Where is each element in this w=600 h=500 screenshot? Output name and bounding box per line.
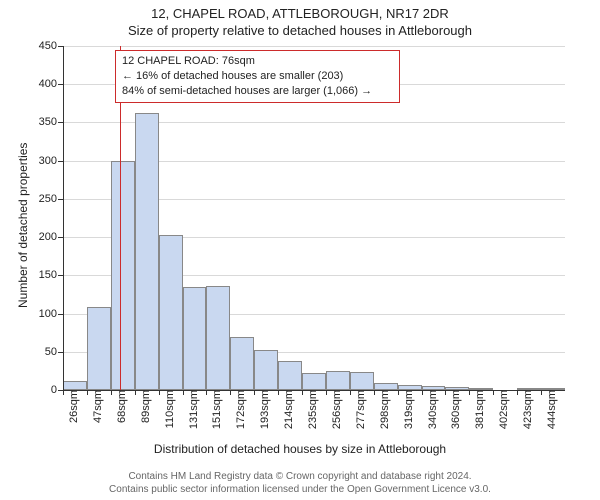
histogram-bar xyxy=(374,383,398,390)
chart-title: 12, CHAPEL ROAD, ATTLEBOROUGH, NR17 2DR … xyxy=(0,0,600,40)
xtick-label: 235sqm xyxy=(305,390,319,429)
xtick-label: 131sqm xyxy=(186,390,200,429)
title-line-2: Size of property relative to detached ho… xyxy=(0,23,600,40)
histogram-bar xyxy=(254,350,278,390)
ytick-label: 350 xyxy=(39,116,63,128)
histogram-bar xyxy=(183,287,207,390)
xtick-label: 381sqm xyxy=(472,390,486,429)
x-axis-line xyxy=(63,390,565,391)
xtick-label: 277sqm xyxy=(353,390,367,429)
histogram-bar xyxy=(230,337,254,391)
ytick-label: 50 xyxy=(45,346,63,358)
xtick-label: 110sqm xyxy=(162,390,176,428)
xtick-label: 193sqm xyxy=(257,390,271,429)
footer-line-2: Contains public sector information licen… xyxy=(0,483,600,496)
xtick-label: 26sqm xyxy=(66,390,80,423)
ytick-label: 450 xyxy=(39,40,63,52)
ytick-label: 0 xyxy=(51,384,63,396)
ytick-label: 150 xyxy=(39,269,63,281)
histogram-bar xyxy=(302,373,326,390)
xtick-label: 151sqm xyxy=(209,390,223,429)
ytick-label: 200 xyxy=(39,231,63,243)
y-axis-line xyxy=(63,46,64,390)
callout-line-2: ← 16% of detached houses are smaller (20… xyxy=(122,69,393,84)
histogram-bar xyxy=(63,381,87,390)
histogram-bar xyxy=(350,372,374,390)
x-axis-label: Distribution of detached houses by size … xyxy=(0,442,600,456)
footer: Contains HM Land Registry data © Crown c… xyxy=(0,470,600,496)
callout-line-1: 12 CHAPEL ROAD: 76sqm xyxy=(122,54,393,69)
xtick-label: 47sqm xyxy=(90,390,104,423)
callout-line-3: 84% of semi-detached houses are larger (… xyxy=(122,84,393,99)
xtick-label: 214sqm xyxy=(281,390,295,429)
ytick-label: 300 xyxy=(39,155,63,167)
xtick-label: 89sqm xyxy=(138,390,152,423)
histogram-bar xyxy=(87,307,111,390)
xtick-label: 298sqm xyxy=(377,390,391,429)
histogram-bar xyxy=(159,235,183,390)
xtick-label: 68sqm xyxy=(114,390,128,423)
ytick-label: 100 xyxy=(39,308,63,320)
title-line-1: 12, CHAPEL ROAD, ATTLEBOROUGH, NR17 2DR xyxy=(0,6,600,23)
xtick-label: 444sqm xyxy=(544,390,558,429)
xtick-label: 340sqm xyxy=(425,390,439,429)
xtick-label: 172sqm xyxy=(233,390,247,429)
histogram-bar xyxy=(206,286,230,390)
xtick-label: 360sqm xyxy=(448,390,462,429)
ytick-label: 250 xyxy=(39,193,63,205)
xtick-label: 319sqm xyxy=(401,390,415,429)
histogram-bar xyxy=(135,113,159,390)
grid-line xyxy=(63,46,565,47)
chart-container: 12, CHAPEL ROAD, ATTLEBOROUGH, NR17 2DR … xyxy=(0,0,600,500)
xtick-label: 256sqm xyxy=(329,390,343,429)
footer-line-1: Contains HM Land Registry data © Crown c… xyxy=(0,470,600,483)
subject-callout: 12 CHAPEL ROAD: 76sqm← 16% of detached h… xyxy=(115,50,400,103)
y-axis-label: Number of detached properties xyxy=(16,143,30,308)
xtick-label: 423sqm xyxy=(520,390,534,429)
histogram-bar xyxy=(111,161,135,390)
ytick-label: 400 xyxy=(39,78,63,90)
histogram-bar xyxy=(278,361,302,390)
xtick-label: 402sqm xyxy=(496,390,510,429)
histogram-bar xyxy=(326,371,350,390)
